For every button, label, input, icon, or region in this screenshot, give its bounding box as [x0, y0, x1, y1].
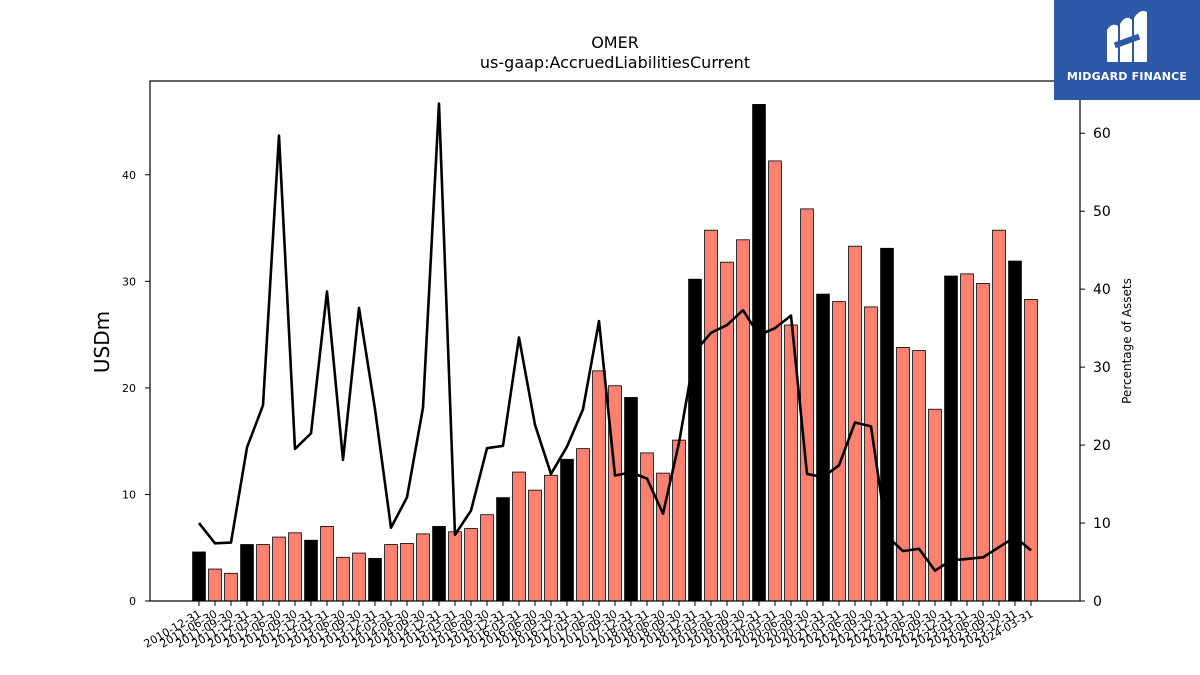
bar — [272, 536, 286, 602]
bar — [560, 458, 574, 602]
bar — [912, 350, 926, 602]
bar — [928, 408, 942, 602]
y-tick-label: 10 — [122, 488, 136, 501]
y2-tick-label: 0 — [1093, 594, 1102, 610]
bar — [800, 208, 814, 602]
bar — [320, 526, 334, 602]
bar — [400, 543, 414, 602]
bar — [304, 539, 318, 602]
bar — [336, 556, 350, 602]
bar — [720, 261, 734, 602]
bar — [608, 385, 622, 602]
bar — [240, 544, 254, 602]
bar — [288, 532, 302, 602]
bar — [816, 293, 830, 602]
chart-title: OMER — [591, 33, 639, 52]
bar — [768, 160, 782, 602]
bar — [880, 247, 894, 602]
bar — [896, 346, 910, 602]
y2-tick-label: 50 — [1093, 204, 1111, 220]
x-tick-labels: 2010-12-312011-06-302011-09-302011-12-31… — [142, 601, 1036, 651]
bar — [496, 497, 510, 602]
midgard-finance-logo: MIDGARD FINANCE — [1054, 0, 1200, 100]
bar — [416, 533, 430, 602]
y-tick-label: 40 — [122, 169, 136, 182]
y2-tick-label: 10 — [1093, 516, 1111, 532]
bar — [960, 273, 974, 602]
bar — [528, 489, 542, 602]
percentage-line — [197, 102, 1032, 572]
bar — [480, 514, 494, 602]
bar — [1024, 299, 1038, 602]
bar — [704, 229, 718, 602]
bar — [512, 471, 526, 602]
bar — [752, 104, 766, 602]
bar — [352, 552, 366, 602]
y-tick-label: 0 — [129, 595, 136, 608]
bar — [432, 526, 446, 602]
y2-tick-label: 40 — [1093, 282, 1111, 298]
bar — [464, 528, 478, 602]
bar — [256, 544, 270, 602]
y2-tick-label: 30 — [1093, 360, 1111, 376]
y-tick-label: 20 — [122, 382, 136, 395]
logo-mark-icon — [1107, 10, 1147, 63]
y2-tick-label: 60 — [1093, 126, 1111, 142]
bar — [384, 544, 398, 602]
bar — [224, 572, 238, 602]
line-series — [197, 102, 1032, 572]
bar — [448, 531, 462, 602]
bar — [576, 448, 590, 602]
bar — [944, 275, 958, 602]
y-axis-label: USDm — [90, 311, 114, 373]
chart-subtitle: us-gaap:AccruedLiabilitiesCurrent — [480, 53, 750, 72]
bar — [688, 278, 702, 602]
bar — [1008, 260, 1022, 602]
bar — [368, 557, 382, 602]
logo-text: MIDGARD FINANCE — [1066, 70, 1188, 83]
y-tick-label: 30 — [122, 275, 136, 288]
bar — [640, 452, 654, 602]
y2-axis-label: Percentage of Assets — [1120, 278, 1134, 404]
bar — [624, 397, 638, 602]
axes: 0 10 20 30 40 0 10 20 30 40 50 60 — [122, 80, 1111, 610]
bar — [736, 239, 750, 602]
bar — [592, 370, 606, 602]
y2-tick-label: 20 — [1093, 438, 1111, 454]
bar — [544, 474, 558, 602]
bar — [192, 551, 206, 602]
bar — [208, 568, 222, 602]
